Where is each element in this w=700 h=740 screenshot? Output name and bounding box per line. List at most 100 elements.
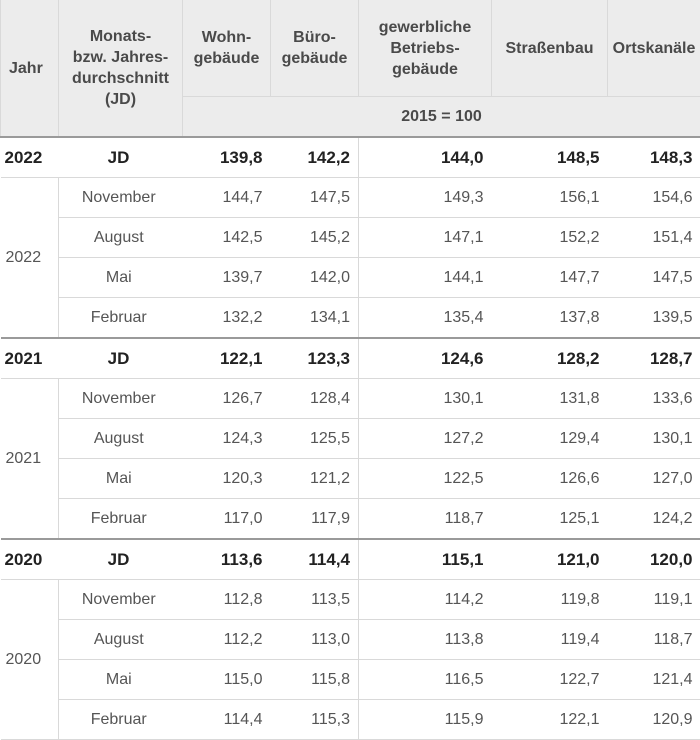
row-value: 147,1: [359, 218, 492, 258]
row-value: 122,1: [492, 700, 608, 740]
row-value: 119,1: [608, 580, 700, 620]
row-value: 135,4: [359, 298, 492, 339]
summary-year: 2022: [1, 137, 59, 178]
row-value: 118,7: [359, 499, 492, 540]
row-value: 117,0: [183, 499, 271, 540]
row-value: 126,7: [183, 379, 271, 419]
row-value: 126,6: [492, 459, 608, 499]
row-value: 112,8: [183, 580, 271, 620]
row-value: 130,1: [608, 419, 700, 459]
summary-value: 114,4: [271, 539, 359, 580]
row-value: 117,9: [271, 499, 359, 540]
summary-value: 148,3: [608, 137, 700, 178]
group-year: 2022: [1, 178, 59, 339]
row-period: August: [59, 419, 183, 459]
summary-year: 2021: [1, 338, 59, 379]
row-value: 131,8: [492, 379, 608, 419]
row-period: August: [59, 620, 183, 660]
row-value: 134,1: [271, 298, 359, 339]
row-period: Februar: [59, 700, 183, 740]
row-value: 115,0: [183, 660, 271, 700]
row-value: 144,1: [359, 258, 492, 298]
summary-value: 120,0: [608, 539, 700, 580]
row-value: 149,3: [359, 178, 492, 218]
summary-value: 113,6: [183, 539, 271, 580]
summary-year: 2020: [1, 539, 59, 580]
row-value: 147,7: [492, 258, 608, 298]
summary-period: JD: [59, 539, 183, 580]
header-col-0: Wohn- gebäude: [183, 0, 271, 97]
summary-value: 115,1: [359, 539, 492, 580]
row-value: 142,5: [183, 218, 271, 258]
row-value: 124,3: [183, 419, 271, 459]
row-value: 114,2: [359, 580, 492, 620]
row-value: 129,4: [492, 419, 608, 459]
row-value: 154,6: [608, 178, 700, 218]
row-value: 156,1: [492, 178, 608, 218]
row-value: 115,8: [271, 660, 359, 700]
row-value: 122,7: [492, 660, 608, 700]
row-value: 142,0: [271, 258, 359, 298]
row-value: 118,7: [608, 620, 700, 660]
summary-value: 128,2: [492, 338, 608, 379]
row-value: 116,5: [359, 660, 492, 700]
summary-value: 122,1: [183, 338, 271, 379]
row-value: 115,3: [271, 700, 359, 740]
row-value: 125,1: [492, 499, 608, 540]
row-value: 127,2: [359, 419, 492, 459]
header-col-1: Büro- gebäude: [271, 0, 359, 97]
header-col-4: Ortskanäle: [608, 0, 700, 97]
summary-value: 128,7: [608, 338, 700, 379]
row-value: 113,8: [359, 620, 492, 660]
row-period: Februar: [59, 298, 183, 339]
row-value: 139,7: [183, 258, 271, 298]
row-value: 147,5: [608, 258, 700, 298]
row-value: 130,1: [359, 379, 492, 419]
header-col-3: Straßenbau: [492, 0, 608, 97]
header-unit: 2015 = 100: [183, 97, 700, 138]
row-value: 132,2: [183, 298, 271, 339]
row-period: August: [59, 218, 183, 258]
row-value: 124,2: [608, 499, 700, 540]
row-value: 119,4: [492, 620, 608, 660]
row-value: 151,4: [608, 218, 700, 258]
row-value: 120,3: [183, 459, 271, 499]
row-value: 128,4: [271, 379, 359, 419]
row-value: 137,8: [492, 298, 608, 339]
summary-value: 148,5: [492, 137, 608, 178]
summary-value: 123,3: [271, 338, 359, 379]
row-value: 127,0: [608, 459, 700, 499]
row-value: 114,4: [183, 700, 271, 740]
row-value: 115,9: [359, 700, 492, 740]
row-value: 119,8: [492, 580, 608, 620]
header-year: Jahr: [1, 0, 59, 137]
row-value: 113,5: [271, 580, 359, 620]
row-value: 147,5: [271, 178, 359, 218]
row-period: Mai: [59, 258, 183, 298]
summary-period: JD: [59, 137, 183, 178]
row-value: 112,2: [183, 620, 271, 660]
header-period: Monats- bzw. Jahres- durchschnitt (JD): [59, 0, 183, 137]
summary-value: 124,6: [359, 338, 492, 379]
summary-period: JD: [59, 338, 183, 379]
group-year: 2021: [1, 379, 59, 540]
table-header: Jahr Monats- bzw. Jahres- durchschnitt (…: [1, 0, 700, 137]
row-value: 120,9: [608, 700, 700, 740]
row-value: 133,6: [608, 379, 700, 419]
row-period: Mai: [59, 459, 183, 499]
row-value: 144,7: [183, 178, 271, 218]
